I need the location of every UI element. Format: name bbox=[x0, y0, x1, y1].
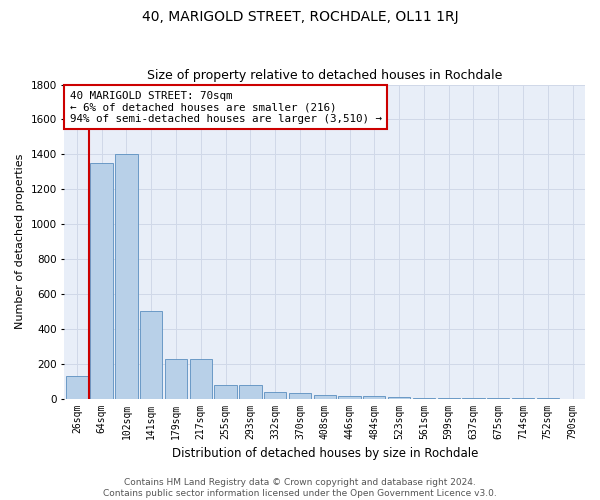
Y-axis label: Number of detached properties: Number of detached properties bbox=[15, 154, 25, 329]
Bar bbox=[190, 360, 212, 399]
Bar bbox=[338, 396, 361, 398]
Bar bbox=[363, 396, 385, 398]
Text: Contains HM Land Registry data © Crown copyright and database right 2024.
Contai: Contains HM Land Registry data © Crown c… bbox=[103, 478, 497, 498]
Bar bbox=[115, 154, 137, 398]
Bar bbox=[165, 360, 187, 399]
Title: Size of property relative to detached houses in Rochdale: Size of property relative to detached ho… bbox=[147, 69, 502, 82]
Bar bbox=[91, 163, 113, 398]
Bar bbox=[140, 312, 163, 398]
Text: 40, MARIGOLD STREET, ROCHDALE, OL11 1RJ: 40, MARIGOLD STREET, ROCHDALE, OL11 1RJ bbox=[142, 10, 458, 24]
Bar bbox=[289, 394, 311, 398]
Bar bbox=[239, 386, 262, 398]
Text: 40 MARIGOLD STREET: 70sqm
← 6% of detached houses are smaller (216)
94% of semi-: 40 MARIGOLD STREET: 70sqm ← 6% of detach… bbox=[70, 91, 382, 124]
Bar bbox=[214, 386, 237, 398]
Bar bbox=[264, 392, 286, 398]
X-axis label: Distribution of detached houses by size in Rochdale: Distribution of detached houses by size … bbox=[172, 447, 478, 460]
Bar bbox=[314, 395, 336, 398]
Bar bbox=[388, 397, 410, 398]
Bar bbox=[65, 376, 88, 398]
